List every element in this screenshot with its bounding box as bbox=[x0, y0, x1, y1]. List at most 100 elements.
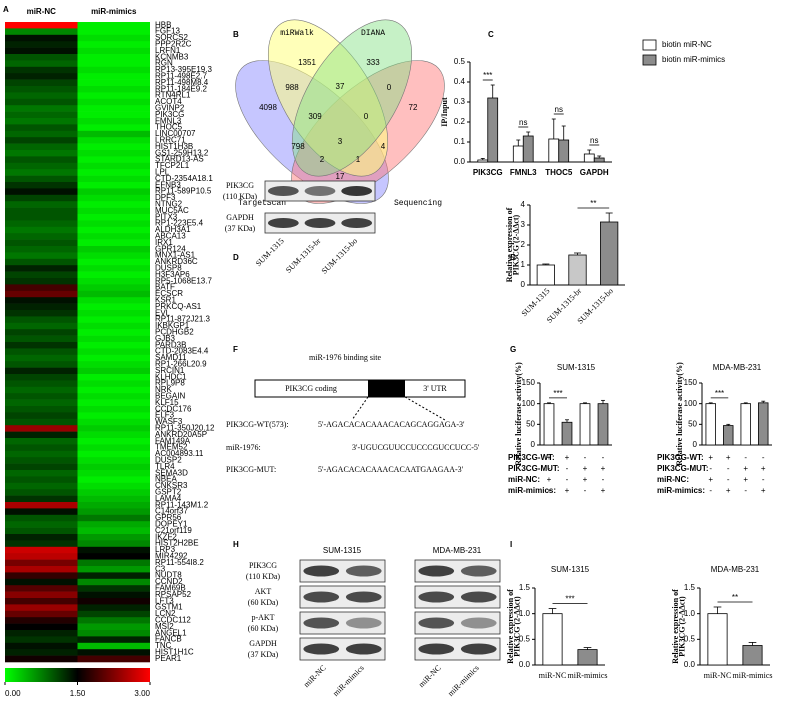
significance-label: *** bbox=[565, 595, 574, 604]
heatmap-cell bbox=[5, 521, 78, 528]
condition-sign: + bbox=[726, 486, 731, 495]
heatmap-cell bbox=[77, 380, 150, 388]
heatmap-cell bbox=[77, 386, 150, 394]
heatmap-cell bbox=[5, 425, 78, 432]
row-label: KLF15 bbox=[155, 398, 179, 407]
bar bbox=[600, 221, 619, 286]
heatmap-cell bbox=[77, 79, 150, 87]
y-tick-label: 50 bbox=[688, 419, 697, 428]
row-label: NRK bbox=[155, 385, 173, 394]
heatmap-cell bbox=[77, 297, 150, 304]
panel-letter: E bbox=[510, 253, 516, 262]
heatmap-cell bbox=[5, 92, 78, 100]
bar bbox=[558, 139, 570, 163]
heatmap-cell bbox=[5, 540, 78, 548]
heatmap-cell bbox=[77, 374, 150, 381]
heatmap-cell bbox=[77, 495, 150, 503]
x-tick-label: miR-NC bbox=[539, 671, 567, 680]
x-tick-label: miR-NC bbox=[704, 671, 732, 680]
y-axis-label: Relative luciferase activity(%) bbox=[675, 362, 684, 466]
heatmap-cell bbox=[5, 105, 78, 112]
heatmap-cell bbox=[77, 636, 150, 644]
panel-letter: I bbox=[510, 540, 512, 549]
utr-label: 3' UTR bbox=[423, 384, 447, 393]
bar bbox=[536, 264, 555, 286]
row-label: BATF bbox=[155, 283, 175, 292]
heatmap-cell bbox=[77, 271, 150, 279]
y-tick-label: 100 bbox=[684, 399, 698, 408]
heatmap-cell bbox=[77, 335, 150, 343]
condition-sign: - bbox=[744, 486, 747, 495]
row-label: DUSP2 bbox=[155, 456, 182, 465]
condition-label: PIK3CG-WT: bbox=[657, 453, 704, 462]
heatmap-cell bbox=[5, 642, 78, 650]
row-label: LRRC71 bbox=[155, 136, 186, 145]
heatmap-cell bbox=[77, 598, 150, 605]
heatmap-cell bbox=[5, 143, 78, 151]
y-tick-label: 150 bbox=[684, 378, 698, 387]
heatmap-cell bbox=[5, 220, 78, 228]
row-label: PITX3 bbox=[155, 212, 178, 221]
condition-sign: + bbox=[743, 475, 748, 484]
row-label: C14orf37 bbox=[155, 507, 188, 516]
condition-label: miR-NC: bbox=[508, 475, 540, 484]
heatmap-cell bbox=[77, 540, 150, 548]
y-tick-label: 0.0 bbox=[454, 157, 466, 166]
y-axis-label: Relative luciferase activity(%) bbox=[514, 362, 523, 466]
colorbar-label: 0.00 bbox=[5, 689, 21, 698]
row-label: GPR56 bbox=[155, 513, 182, 522]
bar bbox=[477, 159, 489, 163]
heatmap-cell bbox=[5, 591, 78, 599]
row-label: RP11-872J21.3 bbox=[155, 315, 211, 324]
row-label: HIST1H3B bbox=[155, 142, 193, 151]
row-label: ECSCR bbox=[155, 289, 183, 298]
row-label: FAM149A bbox=[155, 436, 191, 445]
significance-label: ** bbox=[590, 199, 596, 208]
heatmap-cell bbox=[77, 303, 150, 311]
protein-label: AKT bbox=[255, 587, 272, 596]
heatmap-cell bbox=[77, 348, 150, 356]
row-label: ACOT4 bbox=[155, 97, 182, 106]
heatmap-cell bbox=[77, 367, 150, 375]
heatmap-cell bbox=[77, 470, 150, 477]
heatmap-cell bbox=[5, 86, 78, 93]
row-label: GSPT2 bbox=[155, 488, 182, 497]
heatmap-cell bbox=[5, 514, 78, 522]
lane-label: SUM-1315 bbox=[254, 236, 286, 268]
row-label: FGF13 bbox=[155, 27, 180, 36]
condition-sign: - bbox=[709, 464, 712, 473]
bar bbox=[543, 403, 555, 446]
heatmap-cell bbox=[5, 444, 78, 452]
heatmap-cell bbox=[77, 92, 150, 100]
heatmap-cell bbox=[77, 316, 150, 324]
row-label: PRKCQ-AS1 bbox=[155, 302, 202, 311]
row-label: EFNB3 bbox=[155, 180, 181, 189]
colorbar bbox=[5, 668, 150, 682]
row-label: RP11-498E2.7 bbox=[155, 72, 207, 81]
heatmap-cell bbox=[77, 34, 150, 42]
heatmap-cell bbox=[5, 450, 78, 458]
venn-count: 0 bbox=[364, 112, 369, 121]
blot-band bbox=[304, 186, 336, 196]
heatmap-cell bbox=[77, 514, 150, 522]
y-tick-label: 0.3 bbox=[454, 97, 466, 106]
condition-sign: + bbox=[583, 464, 588, 473]
row-label: GJB3 bbox=[155, 334, 176, 343]
condition-label: miR-mimics: bbox=[657, 486, 705, 495]
venn-count: 3 bbox=[338, 137, 343, 146]
heatmap-cell bbox=[77, 175, 150, 183]
condition-sign: - bbox=[727, 464, 730, 473]
condition-sign: - bbox=[584, 453, 587, 462]
row-label: CNKSR3 bbox=[155, 481, 188, 490]
chart-title: SUM-1315 bbox=[551, 565, 590, 574]
protein-size: (37 KDa) bbox=[248, 650, 279, 659]
group-label: SUM-1315 bbox=[323, 546, 362, 555]
heatmap-cell bbox=[77, 233, 150, 240]
heatmap-cell bbox=[5, 431, 78, 439]
blot-band bbox=[267, 218, 299, 228]
blot-band bbox=[341, 218, 373, 228]
row-label: ANGEL1 bbox=[155, 628, 187, 637]
sequence-label: PIK3CG-MUT: bbox=[226, 465, 276, 474]
heatmap-cell bbox=[5, 258, 78, 266]
lane-label: miR-mimics bbox=[446, 663, 481, 698]
